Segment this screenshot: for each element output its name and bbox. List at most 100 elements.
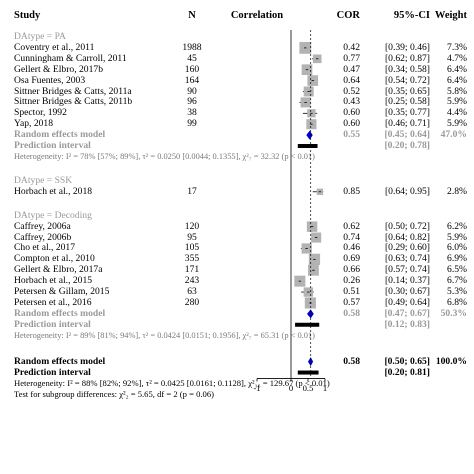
- overall-rem-label: Random effects model: [14, 355, 106, 367]
- study-ci: [0.35; 0.65]: [384, 85, 430, 97]
- overall-heterogeneity: Heterogeneity: I² = 88% [82%; 92%], τ² =…: [14, 378, 330, 389]
- study-n: 164: [184, 74, 200, 86]
- study-name: Sittner Bridges & Catts, 2011a: [14, 85, 132, 97]
- study-weight: 5.9%: [447, 231, 467, 243]
- study-n: 243: [184, 275, 200, 287]
- study-n: 99: [187, 118, 197, 130]
- subgroup-rem-weight: 50.3%: [440, 307, 467, 319]
- study-n: 355: [184, 253, 200, 265]
- study-name: Osa Fuentes, 2003: [14, 74, 86, 86]
- subgroup-rem-ci: [0.47; 0.67]: [384, 307, 430, 319]
- study-cor: 0.85: [343, 185, 360, 197]
- study-cor: 0.42: [343, 41, 360, 53]
- study-weight: 6.9%: [447, 253, 467, 265]
- overall-pi-bar: [297, 370, 319, 375]
- study-name: Gellert & Elbro, 2017a: [14, 264, 103, 276]
- study-ci: [0.62; 0.87]: [384, 52, 430, 64]
- study-ci: [0.35; 0.77]: [384, 107, 430, 119]
- study-n: 171: [184, 264, 200, 276]
- study-name: Spector, 1992: [14, 107, 67, 119]
- study-ci: [0.57; 0.74]: [384, 264, 430, 276]
- overall-rem-ci: [0.50; 0.65]: [384, 355, 430, 367]
- study-weight: 5.3%: [447, 286, 467, 298]
- study-weight: 6.4%: [447, 74, 467, 86]
- study-name: Compton et al., 2010: [14, 253, 95, 265]
- study-n: 1988: [182, 41, 202, 53]
- x-tick-label: 0.5: [302, 383, 314, 394]
- study-name: Gellert & Elbro, 2017b: [14, 63, 103, 75]
- study-cor: 0.62: [343, 220, 360, 232]
- overall-pi-label: Prediction interval: [14, 366, 91, 378]
- study-cor: 0.69: [343, 253, 360, 265]
- group-label: DAtype = PA: [14, 31, 66, 42]
- study-ci: [0.54; 0.72]: [384, 74, 430, 86]
- study-n: 63: [187, 286, 197, 298]
- study-weight: 6.7%: [447, 275, 467, 287]
- study-ci: [0.64; 0.82]: [384, 231, 430, 243]
- study-weight: 6.0%: [447, 242, 467, 254]
- study-cor: 0.46: [343, 242, 360, 254]
- subgroup-heterogeneity: Heterogeneity: I² = 78% [57%; 89%], τ² =…: [14, 151, 315, 161]
- study-weight: 5.9%: [447, 96, 467, 108]
- study-cor: 0.60: [343, 107, 360, 119]
- study-ci: [0.63; 0.74]: [384, 253, 430, 265]
- study-ci: [0.64; 0.95]: [384, 185, 430, 197]
- overall-rem-cor: 0.58: [343, 355, 360, 367]
- study-name: Sittner Bridges & Catts, 2011b: [14, 96, 133, 108]
- header-correlation: Correlation: [230, 10, 284, 21]
- study-name: Coventry et al., 2011: [14, 41, 95, 53]
- header-study: Study: [14, 10, 41, 21]
- study-name: Caffrey, 2006a: [14, 220, 71, 232]
- header-ci: 95%-CI: [393, 10, 430, 21]
- study-ci: [0.29; 0.60]: [384, 242, 430, 254]
- study-weight: 6.5%: [447, 264, 467, 276]
- study-n: 17: [187, 185, 197, 197]
- study-cor: 0.60: [343, 118, 360, 130]
- subgroup-rem-weight: 47.0%: [440, 129, 467, 141]
- subgroup-rem-ci: [0.45; 0.64]: [384, 129, 430, 141]
- study-ci: [0.46; 0.71]: [384, 118, 430, 130]
- header-cor: COR: [336, 10, 360, 21]
- subgroup-diamond: [306, 309, 314, 319]
- subgroup-pi-ci: [0.20; 0.78]: [384, 140, 430, 151]
- x-tick-label: 0: [288, 383, 294, 394]
- study-name: Cho et al., 2017: [14, 242, 76, 254]
- study-n: 160: [184, 63, 200, 75]
- subgroup-heterogeneity: Heterogeneity: I² = 89% [81%; 94%], τ² =…: [14, 330, 315, 340]
- study-n: 96: [187, 96, 197, 108]
- subgroup-test: Test for subgroup differences: χ²₂ = 5.6…: [14, 389, 215, 400]
- study-name: Horbach et al., 2015: [14, 275, 93, 287]
- overall-pi-ci: [0.20; 0.81]: [384, 366, 430, 378]
- study-cor: 0.77: [343, 52, 360, 64]
- study-n: 280: [184, 296, 200, 308]
- subgroup-pi-bar: [295, 322, 320, 327]
- study-name: Caffrey, 2006b: [14, 231, 72, 243]
- study-n: 120: [184, 220, 200, 232]
- subgroup-pi-label: Prediction interval: [14, 318, 91, 330]
- x-tick-label: -1: [253, 383, 261, 394]
- group-label: DAtype = Decoding: [14, 209, 92, 221]
- study-cor: 0.43: [343, 96, 360, 108]
- overall-diamond: [308, 357, 314, 367]
- study-ci: [0.49; 0.64]: [384, 296, 430, 308]
- study-ci: [0.50; 0.72]: [384, 220, 430, 232]
- group-label: DAtype = SSK: [14, 174, 73, 186]
- study-cor: 0.66: [343, 264, 360, 276]
- study-cor: 0.26: [343, 275, 360, 287]
- study-weight: 6.8%: [447, 296, 467, 308]
- study-weight: 5.8%: [447, 85, 467, 97]
- study-name: Cunningham & Carroll, 2011: [14, 52, 127, 64]
- subgroup-rem-label: Random effects model: [14, 307, 106, 319]
- subgroup-diamond: [306, 130, 313, 140]
- subgroup-pi-ci: [0.12; 0.83]: [384, 318, 430, 330]
- study-name: Petersen et al., 2016: [14, 296, 92, 308]
- subgroup-pi-label: Prediction interval: [14, 140, 91, 151]
- study-name: Horbach et al., 2018: [14, 185, 93, 197]
- study-n: 90: [187, 85, 197, 97]
- study-ci: [0.34; 0.58]: [384, 63, 430, 75]
- study-weight: 6.4%: [447, 63, 467, 75]
- header-n: N: [188, 10, 196, 21]
- study-name: Yap, 2018: [14, 118, 54, 130]
- x-tick-label: 1: [322, 383, 328, 394]
